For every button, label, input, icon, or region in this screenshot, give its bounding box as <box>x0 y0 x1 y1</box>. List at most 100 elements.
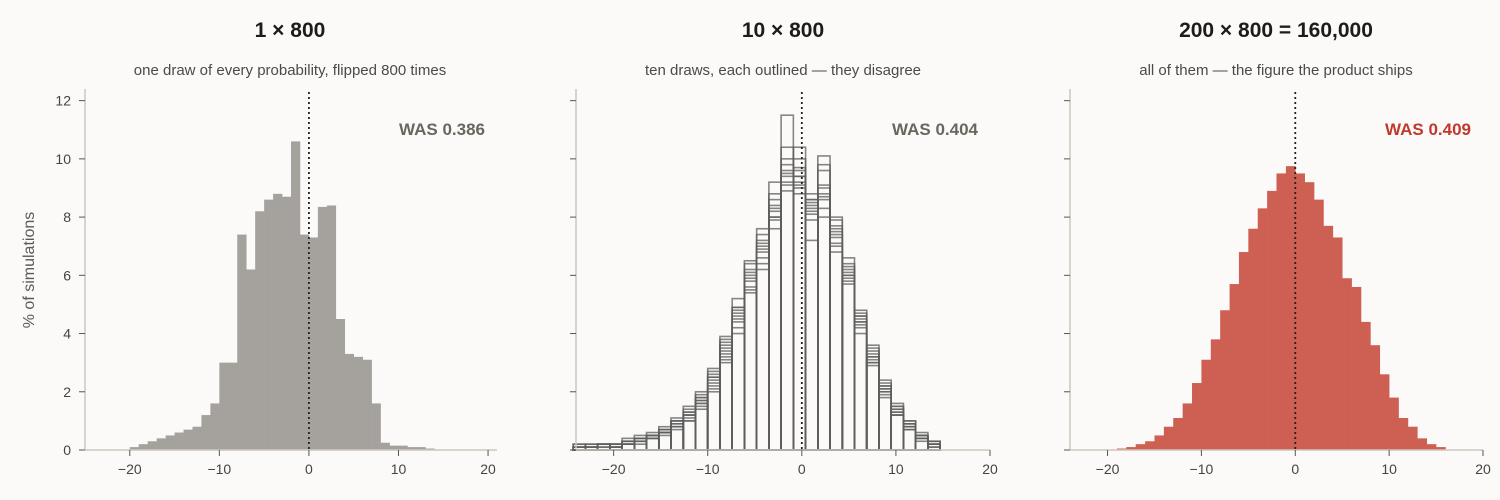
draw-7-outline-bar <box>853 315 868 451</box>
panel-2-title: 10 × 800 <box>741 19 825 42</box>
draw-5-outline-bar <box>670 417 685 451</box>
draw-1-outline-bar <box>841 268 856 451</box>
draw-5-outline-bar <box>621 443 636 451</box>
draw-1-outline-bar <box>865 356 880 451</box>
draw-5-outline-bar <box>755 227 770 451</box>
histogram-bar <box>407 447 417 450</box>
draw-9-outline-bar <box>694 399 709 451</box>
draw-6-outline-bar <box>817 163 831 451</box>
draw-6-outline-bar <box>804 204 819 451</box>
draw-7-outline-bar <box>768 219 782 451</box>
was-annotation: WAS 0.404 <box>892 120 979 139</box>
draw-5-outline-bar <box>792 175 807 451</box>
x-tick-label: 10 <box>391 461 407 477</box>
draw-9-outline-bar <box>792 158 807 451</box>
draw-3-outline-bar <box>743 286 758 451</box>
draw-3-outline-bar <box>780 190 795 451</box>
draw-2-outline-bar <box>706 390 721 451</box>
draw-2-outline-bar <box>719 350 733 451</box>
draw-7-outline-bar <box>878 382 892 451</box>
draw-1-outline-bar <box>657 434 672 451</box>
draw-4-outline-bar <box>817 169 831 451</box>
draw-2-outline-bar <box>865 361 880 451</box>
draw-1-outline-bar <box>682 420 697 451</box>
draw-7-outline-bar <box>731 326 746 451</box>
draw-6-outline-bar <box>621 440 636 451</box>
draw-9-outline-bar <box>719 358 733 451</box>
draw-9-outline-bar <box>829 242 844 451</box>
draw-9-outline-bar <box>878 385 892 451</box>
draw-4-outline-bar <box>731 306 746 451</box>
draw-9-outline-bar <box>731 306 746 451</box>
x-tick-label: −20 <box>602 461 626 477</box>
histogram-bar <box>174 432 184 450</box>
histogram-bar <box>1210 339 1221 450</box>
draw-3-outline-bar <box>768 227 782 451</box>
draw-5-outline-bar <box>743 274 758 451</box>
draw-10-outline-bar <box>804 207 819 451</box>
draw-4-outline-bar <box>633 440 648 451</box>
draw-4-outline-bar <box>865 358 880 451</box>
histogram-bar <box>1238 252 1249 450</box>
draw-6-outline-bar <box>878 393 892 451</box>
histogram-bar <box>308 237 319 450</box>
draw-2-outline-bar <box>890 414 905 451</box>
x-tick-label: 0 <box>1291 461 1299 477</box>
draw-5-outline-bar <box>829 251 844 451</box>
draw-5-outline-bar <box>768 181 782 451</box>
draw-7-outline-bar <box>670 420 685 451</box>
draw-1-outline-bar <box>780 175 795 451</box>
draw-1-outline-bar <box>792 169 807 451</box>
draw-10-outline-bar <box>902 422 917 451</box>
draw-2-outline-bar <box>927 440 941 451</box>
draw-6-outline-bar <box>755 245 770 451</box>
panel-1-subtitle: one draw of every probability, flipped 8… <box>133 62 447 79</box>
histogram-bar <box>335 318 346 450</box>
draw-4-outline-bar <box>645 437 660 451</box>
draw-9-outline-bar <box>927 440 941 451</box>
draw-2-outline-bar <box>878 385 892 451</box>
draw-8-outline-bar <box>731 315 746 451</box>
histogram-bar <box>1229 284 1240 450</box>
histogram-bar <box>273 193 283 450</box>
histogram-bar <box>210 403 220 450</box>
histogram-bar <box>237 234 247 450</box>
histogram-bar <box>1379 374 1390 450</box>
histogram-bar <box>192 426 202 450</box>
panel-1: −20 −10 0 10 20 0 2 4 6 8 10 12 WAS 0.386 <box>55 89 497 477</box>
draw-8-outline-bar <box>792 175 807 451</box>
draw-4-outline-bar <box>914 437 929 451</box>
panel-3: −20 −10 0 10 20 WAS 0.409 <box>1064 89 1491 477</box>
draw-8-outline-bar <box>878 390 892 451</box>
y-tick-label: 12 <box>55 93 71 109</box>
draw-1-outline-bar <box>804 213 819 451</box>
draw-3-outline-bar <box>792 146 807 451</box>
histogram-bar <box>1126 447 1137 450</box>
draw-3-outline-bar <box>706 379 721 451</box>
draw-1-outline-bar <box>694 408 709 451</box>
histogram-bar <box>326 205 337 450</box>
histogram-bar <box>147 441 157 450</box>
draw-4-outline-bar <box>878 379 892 451</box>
draw-8-outline-bar <box>694 402 709 451</box>
draw-6-outline-bar <box>792 193 807 451</box>
draw-4-outline-bar <box>670 422 685 451</box>
draw-10-outline-bar <box>780 181 795 451</box>
draw-10-outline-bar <box>768 216 782 451</box>
histogram-bar <box>1192 383 1202 450</box>
draw-3-outline-bar <box>865 344 880 451</box>
draw-1-outline-bar <box>633 440 648 451</box>
draw-2-outline-bar <box>829 225 844 451</box>
y-tick-label: 10 <box>55 151 71 167</box>
histogram-bar <box>1295 173 1305 450</box>
draw-3-outline-bar <box>853 332 868 451</box>
draw-8-outline-bar <box>853 326 868 451</box>
draw-2-outline-bar <box>841 277 856 451</box>
draw-5-outline-bar <box>780 158 795 451</box>
draw-9-outline-bar <box>865 356 880 451</box>
draw-7-outline-bar <box>645 437 660 451</box>
draw-7-outline-bar <box>755 262 770 451</box>
draw-3-outline-bar <box>902 428 917 451</box>
draw-10-outline-bar <box>621 443 636 451</box>
draw-2-outline-bar <box>817 187 831 451</box>
